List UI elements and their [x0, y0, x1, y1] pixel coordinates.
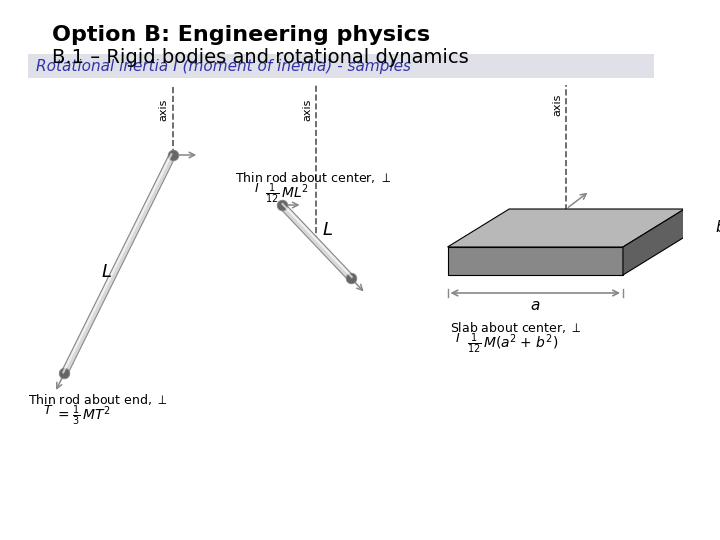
Text: $a$: $a$ [530, 298, 541, 313]
Text: $L$: $L$ [101, 263, 112, 281]
Text: axis: axis [302, 99, 312, 121]
Polygon shape [448, 209, 685, 247]
Text: $\frac{1}{12}\,ML^2$: $\frac{1}{12}\,ML^2$ [266, 182, 310, 206]
Text: $T$: $T$ [42, 404, 53, 417]
Text: Option B: Engineering physics: Option B: Engineering physics [52, 25, 431, 45]
Text: Thin rod about center, $\perp$: Thin rod about center, $\perp$ [235, 170, 392, 185]
Polygon shape [61, 153, 176, 375]
Text: $I$: $I$ [254, 182, 259, 195]
Text: Rotational inertia I (moment of inertia) - samples: Rotational inertia I (moment of inertia)… [36, 58, 411, 73]
Text: axis: axis [552, 94, 562, 116]
Text: B.1 – Rigid bodies and rotational dynamics: B.1 – Rigid bodies and rotational dynami… [52, 48, 469, 67]
Text: $= \frac{1}{3}\,MT^2$: $= \frac{1}{3}\,MT^2$ [55, 404, 111, 428]
Polygon shape [448, 247, 623, 275]
Text: axis: axis [159, 99, 168, 121]
Text: $L$: $L$ [322, 221, 333, 239]
Text: $I$: $I$ [455, 332, 461, 345]
Text: $b$: $b$ [715, 219, 720, 235]
Text: Slab about center, $\perp$: Slab about center, $\perp$ [451, 320, 582, 335]
Text: Thin rod about end, $\perp$: Thin rod about end, $\perp$ [29, 392, 168, 407]
Polygon shape [623, 209, 685, 275]
Text: $\frac{1}{12}\,M(a^2+\,b^2)$: $\frac{1}{12}\,M(a^2+\,b^2)$ [467, 332, 559, 356]
Polygon shape [279, 202, 354, 280]
FancyBboxPatch shape [29, 54, 654, 78]
